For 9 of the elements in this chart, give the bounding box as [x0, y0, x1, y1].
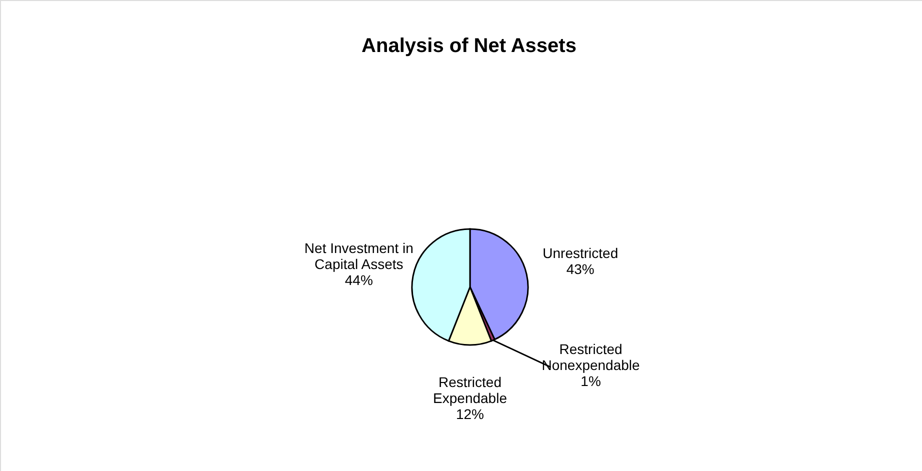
data-label: 12% [456, 406, 484, 422]
chart-title: Analysis of Net Assets [362, 35, 576, 57]
slice-label: Unrestricted [542, 244, 618, 261]
slice-label: Net Investment in Capital Assets [304, 240, 414, 272]
slice-label: Restricted Expendable [433, 374, 508, 406]
data-label: 43% [566, 260, 594, 277]
data-label: 1% [580, 373, 601, 390]
data-label: 44% [344, 272, 373, 288]
slice-label: Restricted Nonexpendable [542, 341, 640, 374]
